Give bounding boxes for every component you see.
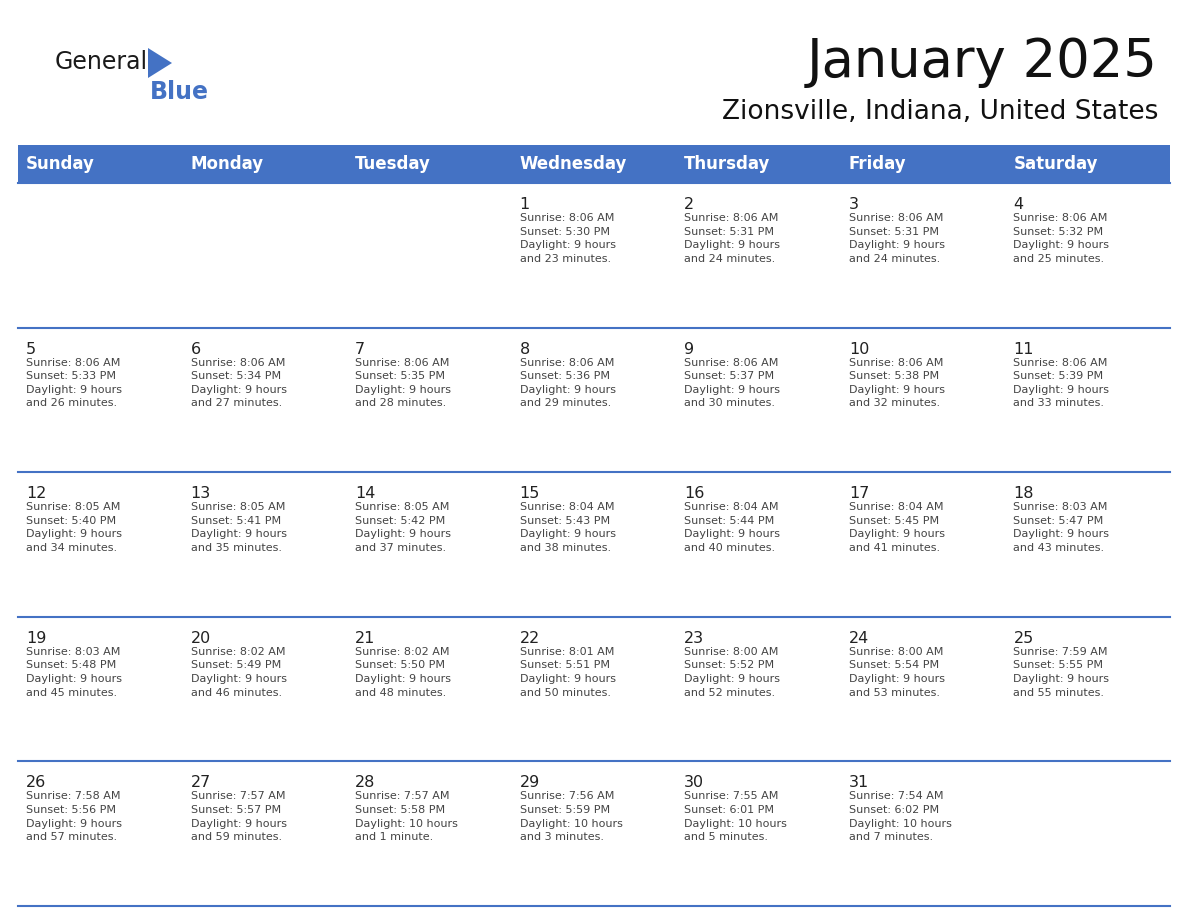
Bar [18,472,1170,617]
Text: 20: 20 [190,631,210,645]
Text: 15: 15 [519,487,541,501]
Text: Sunrise: 8:06 AM
Sunset: 5:31 PM
Daylight: 9 hours
and 24 minutes.: Sunrise: 8:06 AM Sunset: 5:31 PM Dayligh… [684,213,781,263]
Text: Sunrise: 8:05 AM
Sunset: 5:40 PM
Daylight: 9 hours
and 34 minutes.: Sunrise: 8:05 AM Sunset: 5:40 PM Dayligh… [26,502,122,553]
Text: 7: 7 [355,341,365,356]
Text: 2: 2 [684,197,695,212]
Text: Sunrise: 8:00 AM
Sunset: 5:54 PM
Daylight: 9 hours
and 53 minutes.: Sunrise: 8:00 AM Sunset: 5:54 PM Dayligh… [849,647,944,698]
Text: 10: 10 [849,341,870,356]
Text: Sunrise: 7:59 AM
Sunset: 5:55 PM
Daylight: 9 hours
and 55 minutes.: Sunrise: 7:59 AM Sunset: 5:55 PM Dayligh… [1013,647,1110,698]
Text: Sunrise: 8:06 AM
Sunset: 5:37 PM
Daylight: 9 hours
and 30 minutes.: Sunrise: 8:06 AM Sunset: 5:37 PM Dayligh… [684,358,781,409]
Text: Sunrise: 8:06 AM
Sunset: 5:30 PM
Daylight: 9 hours
and 23 minutes.: Sunrise: 8:06 AM Sunset: 5:30 PM Dayligh… [519,213,615,263]
Text: Sunrise: 7:55 AM
Sunset: 6:01 PM
Daylight: 10 hours
and 5 minutes.: Sunrise: 7:55 AM Sunset: 6:01 PM Dayligh… [684,791,788,842]
Text: 26: 26 [26,776,46,790]
Text: 1: 1 [519,197,530,212]
Text: Sunrise: 8:06 AM
Sunset: 5:34 PM
Daylight: 9 hours
and 27 minutes.: Sunrise: 8:06 AM Sunset: 5:34 PM Dayligh… [190,358,286,409]
Text: Thursday: Thursday [684,155,771,173]
Text: Sunrise: 7:57 AM
Sunset: 5:57 PM
Daylight: 9 hours
and 59 minutes.: Sunrise: 7:57 AM Sunset: 5:57 PM Dayligh… [190,791,286,842]
Text: 21: 21 [355,631,375,645]
Text: General: General [55,50,148,74]
Text: Sunrise: 8:03 AM
Sunset: 5:48 PM
Daylight: 9 hours
and 45 minutes.: Sunrise: 8:03 AM Sunset: 5:48 PM Dayligh… [26,647,122,698]
Text: Monday: Monday [190,155,264,173]
Text: Sunrise: 8:06 AM
Sunset: 5:32 PM
Daylight: 9 hours
and 25 minutes.: Sunrise: 8:06 AM Sunset: 5:32 PM Dayligh… [1013,213,1110,263]
Text: Sunrise: 8:03 AM
Sunset: 5:47 PM
Daylight: 9 hours
and 43 minutes.: Sunrise: 8:03 AM Sunset: 5:47 PM Dayligh… [1013,502,1110,553]
Text: 28: 28 [355,776,375,790]
Text: Zionsville, Indiana, United States: Zionsville, Indiana, United States [721,99,1158,125]
Text: Sunrise: 8:04 AM
Sunset: 5:43 PM
Daylight: 9 hours
and 38 minutes.: Sunrise: 8:04 AM Sunset: 5:43 PM Dayligh… [519,502,615,553]
Text: Sunrise: 8:06 AM
Sunset: 5:31 PM
Daylight: 9 hours
and 24 minutes.: Sunrise: 8:06 AM Sunset: 5:31 PM Dayligh… [849,213,944,263]
Text: 11: 11 [1013,341,1034,356]
Bar [18,761,1170,906]
Text: 8: 8 [519,341,530,356]
Text: 25: 25 [1013,631,1034,645]
Text: Sunrise: 8:06 AM
Sunset: 5:33 PM
Daylight: 9 hours
and 26 minutes.: Sunrise: 8:06 AM Sunset: 5:33 PM Dayligh… [26,358,122,409]
Text: Friday: Friday [849,155,906,173]
Text: Wednesday: Wednesday [519,155,627,173]
Text: Sunrise: 8:05 AM
Sunset: 5:42 PM
Daylight: 9 hours
and 37 minutes.: Sunrise: 8:05 AM Sunset: 5:42 PM Dayligh… [355,502,451,553]
Text: Sunrise: 8:06 AM
Sunset: 5:38 PM
Daylight: 9 hours
and 32 minutes.: Sunrise: 8:06 AM Sunset: 5:38 PM Dayligh… [849,358,944,409]
Text: 27: 27 [190,776,210,790]
Text: 29: 29 [519,776,541,790]
Text: 13: 13 [190,487,210,501]
Bar [18,328,1170,472]
Text: 9: 9 [684,341,695,356]
Text: January 2025: January 2025 [807,36,1158,88]
Text: Sunrise: 8:05 AM
Sunset: 5:41 PM
Daylight: 9 hours
and 35 minutes.: Sunrise: 8:05 AM Sunset: 5:41 PM Dayligh… [190,502,286,553]
Text: 16: 16 [684,487,704,501]
Text: 3: 3 [849,197,859,212]
Text: Sunrise: 8:04 AM
Sunset: 5:45 PM
Daylight: 9 hours
and 41 minutes.: Sunrise: 8:04 AM Sunset: 5:45 PM Dayligh… [849,502,944,553]
Text: 14: 14 [355,487,375,501]
Text: 4: 4 [1013,197,1024,212]
Polygon shape [148,48,172,78]
Text: Sunrise: 8:01 AM
Sunset: 5:51 PM
Daylight: 9 hours
and 50 minutes.: Sunrise: 8:01 AM Sunset: 5:51 PM Dayligh… [519,647,615,698]
Text: 12: 12 [26,487,46,501]
Text: Sunrise: 8:00 AM
Sunset: 5:52 PM
Daylight: 9 hours
and 52 minutes.: Sunrise: 8:00 AM Sunset: 5:52 PM Dayligh… [684,647,781,698]
Text: 17: 17 [849,487,870,501]
Text: Saturday: Saturday [1013,155,1098,173]
Text: 19: 19 [26,631,46,645]
Text: Sunrise: 8:06 AM
Sunset: 5:36 PM
Daylight: 9 hours
and 29 minutes.: Sunrise: 8:06 AM Sunset: 5:36 PM Dayligh… [519,358,615,409]
Text: 22: 22 [519,631,541,645]
Text: 31: 31 [849,776,870,790]
Text: Sunrise: 8:04 AM
Sunset: 5:44 PM
Daylight: 9 hours
and 40 minutes.: Sunrise: 8:04 AM Sunset: 5:44 PM Dayligh… [684,502,781,553]
Bar [18,617,1170,761]
Text: Sunrise: 7:54 AM
Sunset: 6:02 PM
Daylight: 10 hours
and 7 minutes.: Sunrise: 7:54 AM Sunset: 6:02 PM Dayligh… [849,791,952,842]
Text: Sunrise: 7:58 AM
Sunset: 5:56 PM
Daylight: 9 hours
and 57 minutes.: Sunrise: 7:58 AM Sunset: 5:56 PM Dayligh… [26,791,122,842]
Text: 18: 18 [1013,487,1034,501]
Bar [18,183,1170,328]
Text: Sunrise: 8:06 AM
Sunset: 5:35 PM
Daylight: 9 hours
and 28 minutes.: Sunrise: 8:06 AM Sunset: 5:35 PM Dayligh… [355,358,451,409]
Text: 5: 5 [26,341,36,356]
Text: 6: 6 [190,341,201,356]
Text: 24: 24 [849,631,870,645]
Text: Sunrise: 7:57 AM
Sunset: 5:58 PM
Daylight: 10 hours
and 1 minute.: Sunrise: 7:57 AM Sunset: 5:58 PM Dayligh… [355,791,459,842]
Text: 30: 30 [684,776,704,790]
Text: Sunday: Sunday [26,155,95,173]
Text: Sunrise: 8:02 AM
Sunset: 5:50 PM
Daylight: 9 hours
and 48 minutes.: Sunrise: 8:02 AM Sunset: 5:50 PM Dayligh… [355,647,451,698]
Text: Sunrise: 7:56 AM
Sunset: 5:59 PM
Daylight: 10 hours
and 3 minutes.: Sunrise: 7:56 AM Sunset: 5:59 PM Dayligh… [519,791,623,842]
Text: Blue: Blue [150,80,209,104]
Bar [18,145,1170,183]
Text: Sunrise: 8:02 AM
Sunset: 5:49 PM
Daylight: 9 hours
and 46 minutes.: Sunrise: 8:02 AM Sunset: 5:49 PM Dayligh… [190,647,286,698]
Text: Sunrise: 8:06 AM
Sunset: 5:39 PM
Daylight: 9 hours
and 33 minutes.: Sunrise: 8:06 AM Sunset: 5:39 PM Dayligh… [1013,358,1110,409]
Text: 23: 23 [684,631,704,645]
Text: Tuesday: Tuesday [355,155,431,173]
